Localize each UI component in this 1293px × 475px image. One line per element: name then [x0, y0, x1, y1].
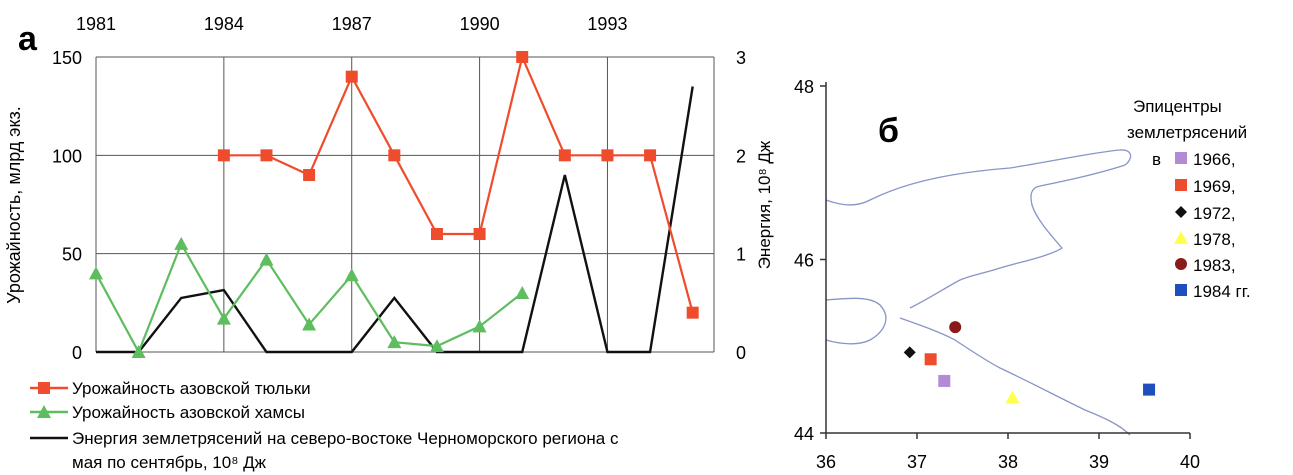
right-axis-label: Энергия, 10⁸ Дж [755, 140, 774, 269]
panel-b-x-tick-label: 38 [998, 452, 1018, 472]
panel-b-y-tick-label: 48 [794, 77, 814, 97]
legend-epicenter-year: 1983, [1193, 256, 1236, 275]
legend-epicenter-year: 1984 гг. [1193, 282, 1251, 301]
top-axis-tick-label: 1993 [587, 14, 627, 34]
right-axis-tick-label: 3 [736, 48, 746, 68]
data-point-0 [345, 70, 358, 83]
panel-b-legend: Эпицентры землетрясений в 1966, 1969, 1972… [1127, 97, 1251, 301]
data-point-0 [644, 149, 657, 162]
top-axis-tick-label: 1981 [76, 14, 116, 34]
top-axis-tick-label: 1987 [332, 14, 372, 34]
data-point-0 [430, 228, 443, 240]
legend-marker-epicenter [1175, 152, 1187, 164]
data-point-1 [131, 345, 146, 358]
top-axis-tick-label: 1990 [460, 14, 500, 34]
legend-entry-label: Энергия землетрясений на северо-востоке … [72, 429, 619, 448]
chart-panel-b: б 44 46 48 36 37 38 39 40 Эпицентры землетрясен… [794, 77, 1251, 472]
panel-b-x-tick-label: 40 [1180, 452, 1200, 472]
panel-b-x-tick-label: 37 [907, 452, 927, 472]
coastline-map [825, 149, 1132, 436]
right-axis-tick-label: 0 [736, 343, 746, 363]
data-point-1 [174, 236, 189, 250]
top-axis-tick-label: 1984 [204, 14, 244, 34]
left-axis-tick-label: 0 [72, 343, 82, 363]
epicenter-points [903, 321, 1156, 404]
data-point-0 [303, 169, 316, 181]
data-point-1 [216, 311, 231, 325]
right-axis-tick-label: 2 [736, 146, 746, 166]
data-point-0 [473, 228, 486, 240]
legend-title-line1: Эпицентры [1133, 97, 1222, 116]
legend-entry-label: Урожайность азовской хамсы [72, 403, 305, 422]
left-axis-tick-label: 150 [52, 48, 82, 68]
chart-panel-a: а 0 50 100 150 0 1 2 3 1981 1984 1987 1990 1993 Урож… [4, 14, 774, 472]
panel-b-x-tick-label: 36 [816, 452, 836, 472]
panel-a-legend: Урожайность азовской тюльки Урожайность а… [30, 379, 619, 472]
data-point-0 [686, 306, 699, 319]
legend-marker-epicenter [1175, 258, 1187, 270]
data-point-0 [388, 149, 401, 162]
data-point-0 [260, 149, 273, 162]
right-axis-tick-label: 1 [736, 245, 746, 265]
panel-b-y-tick-label: 46 [794, 251, 814, 271]
panel-b-axes: 44 46 48 36 37 38 39 40 [794, 77, 1200, 472]
left-axis-label: Урожайность, млрд экз. [4, 106, 24, 304]
series-line-2 [96, 86, 694, 354]
left-axis-tick-label: 50 [62, 245, 82, 265]
epicenter-point-0 [938, 374, 951, 387]
epicenter-point-1 [924, 353, 937, 366]
panel-a-axes: 0 50 100 150 0 1 2 3 1981 1984 1987 1990 1993 [52, 14, 746, 363]
data-point-1 [472, 319, 487, 333]
data-point-1 [344, 268, 359, 282]
legend-entry-label: Урожайность азовской тюльки [72, 379, 311, 398]
epicenter-point-3 [1005, 390, 1020, 404]
legend-swatch-marker [38, 382, 50, 394]
epicenter-point-2 [903, 346, 916, 359]
coastline-peninsula [825, 297, 887, 345]
series-line-1 [95, 241, 523, 355]
coastline-south-shore [899, 317, 1131, 436]
series-line-0 [223, 53, 694, 313]
data-point-0 [217, 149, 230, 162]
legend-title-line2: землетрясений [1127, 123, 1247, 142]
legend-marker-epicenter [1175, 179, 1187, 191]
data-point-1 [302, 317, 317, 331]
legend-epicenter-year: 1969, [1193, 177, 1236, 196]
panel-a-grid [95, 56, 715, 353]
legend-entry-label-cont: мая по сентябрь, 10⁸ Дж [72, 453, 267, 472]
coastline-north-shore [825, 149, 1132, 309]
panel-b-x-tick-label: 39 [1089, 452, 1109, 472]
data-point-1 [515, 286, 530, 299]
legend-prefix: в [1152, 150, 1161, 169]
panel-b-y-tick-label: 44 [794, 424, 814, 444]
data-point-1 [429, 339, 444, 353]
data-point-1 [259, 252, 274, 266]
legend-epicenter-year: 1972, [1193, 204, 1236, 223]
panel-a-label: а [18, 20, 38, 58]
data-point-1 [387, 335, 402, 349]
panel-a-series [89, 51, 699, 358]
data-point-0 [601, 149, 614, 162]
legend-marker-epicenter [1174, 231, 1188, 244]
legend-marker-epicenter [1175, 206, 1187, 218]
left-axis-tick-label: 100 [52, 146, 82, 166]
legend-epicenter-year: 1966, [1193, 150, 1236, 169]
epicenter-point-4 [949, 321, 962, 334]
legend-epicenter-year: 1978, [1193, 230, 1236, 249]
legend-marker-epicenter [1175, 284, 1187, 296]
epicenter-point-5 [1143, 383, 1156, 396]
data-point-1 [89, 266, 103, 280]
data-point-0 [558, 149, 571, 162]
data-point-0 [516, 51, 529, 63]
panel-b-label: б [878, 112, 899, 150]
legend-swatch-marker [37, 405, 51, 418]
